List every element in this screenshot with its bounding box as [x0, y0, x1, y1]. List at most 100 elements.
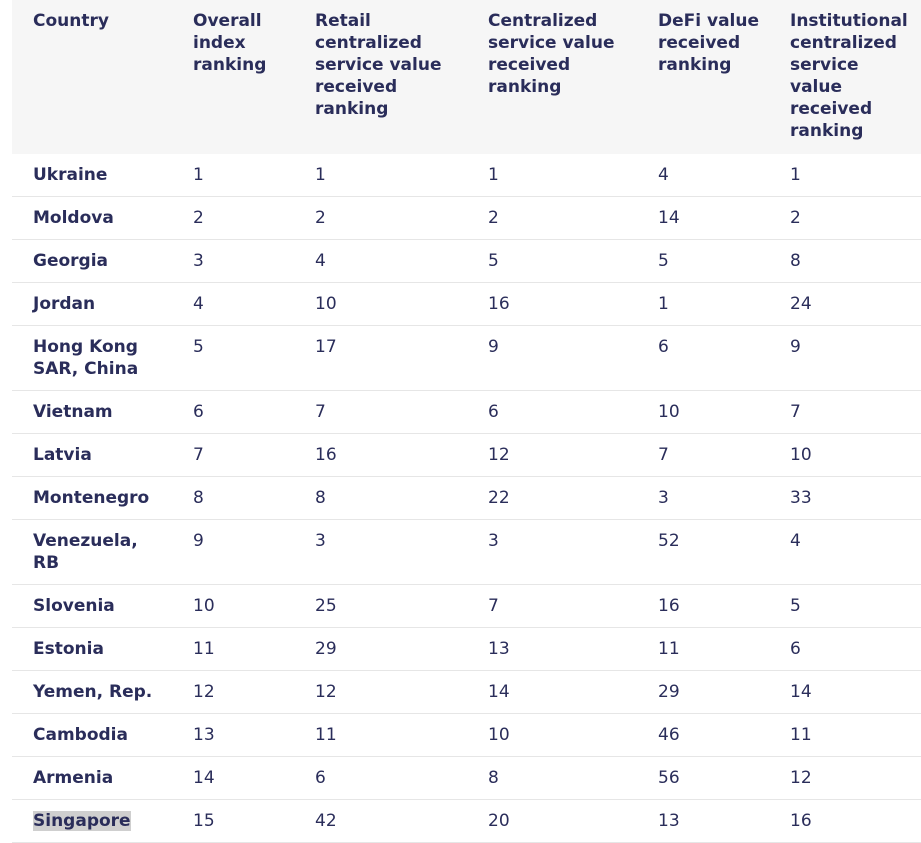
- rank-cell: 15: [172, 799, 294, 843]
- table-row: Hong Kong SAR, China 5 17 9 6 9: [12, 325, 921, 391]
- country-name: Hong Kong SAR, China: [33, 337, 139, 379]
- column-header: Centralized service value received ranki…: [467, 0, 637, 154]
- rank-cell: 4: [294, 239, 467, 283]
- rank-cell: 33: [769, 476, 921, 520]
- country-name: Jordan: [33, 294, 96, 314]
- country-name: Armenia: [33, 768, 114, 788]
- rank-cell: 2: [769, 196, 921, 240]
- rank-cell: 5: [769, 584, 921, 628]
- country-name: Estonia: [33, 639, 104, 659]
- country-cell: Cambodia: [12, 713, 172, 757]
- rank-cell: 7: [294, 390, 467, 434]
- table-row: Slovenia 10 25 7 16 5: [12, 584, 921, 628]
- rank-cell: 16: [467, 282, 637, 326]
- country-cell: Singapore: [12, 799, 172, 843]
- rank-cell: 10: [769, 433, 921, 477]
- rank-cell: 1: [769, 154, 921, 197]
- table-row: Jordan 4 10 16 1 24: [12, 282, 921, 326]
- rank-cell: 2: [294, 196, 467, 240]
- rank-cell: 56: [637, 756, 769, 800]
- rank-cell: 14: [769, 670, 921, 714]
- rank-cell: 2: [172, 196, 294, 240]
- rank-cell: 1: [467, 154, 637, 197]
- country-name: Vietnam: [33, 402, 113, 422]
- country-cell: Armenia: [12, 756, 172, 800]
- country-name: Ukraine: [33, 165, 108, 185]
- rank-cell: 10: [467, 713, 637, 757]
- rank-cell: 8: [467, 756, 637, 800]
- rank-cell: 9: [769, 325, 921, 391]
- rank-cell: 24: [769, 282, 921, 326]
- country-name: Slovenia: [33, 596, 115, 616]
- rank-cell: 14: [637, 196, 769, 240]
- rank-cell: 29: [637, 670, 769, 714]
- country-cell: Montenegro: [12, 476, 172, 520]
- rank-cell: 29: [294, 627, 467, 671]
- ranking-table: Country Overall index ranking Retail centr…: [12, 0, 921, 843]
- rank-cell: 16: [637, 584, 769, 628]
- table-header: Country Overall index ranking Retail centr…: [12, 0, 921, 154]
- rank-cell: 14: [172, 756, 294, 800]
- rank-cell: 12: [769, 756, 921, 800]
- country-cell: Moldova: [12, 196, 172, 240]
- rank-cell: 3: [172, 239, 294, 283]
- table-row: Venezuela, RB 9 3 3 52 4: [12, 519, 921, 585]
- rank-cell: 6: [294, 756, 467, 800]
- rank-cell: 4: [637, 154, 769, 197]
- rank-cell: 8: [294, 476, 467, 520]
- table-row: Latvia 7 16 12 7 10: [12, 433, 921, 477]
- country-name: Montenegro: [33, 488, 150, 508]
- rank-cell: 3: [637, 476, 769, 520]
- rank-cell: 9: [467, 325, 637, 391]
- table-row: Singapore 15 42 20 13 16: [12, 799, 921, 843]
- rank-cell: 12: [467, 433, 637, 477]
- rank-cell: 4: [172, 282, 294, 326]
- column-header: Overall index ranking: [172, 0, 294, 154]
- rank-cell: 11: [172, 627, 294, 671]
- country-name: Moldova: [33, 208, 114, 228]
- rank-cell: 7: [637, 433, 769, 477]
- rank-cell: 13: [467, 627, 637, 671]
- rank-cell: 20: [467, 799, 637, 843]
- rank-cell: 4: [769, 519, 921, 585]
- rank-cell: 12: [294, 670, 467, 714]
- rank-cell: 7: [769, 390, 921, 434]
- rank-cell: 42: [294, 799, 467, 843]
- rank-cell: 3: [294, 519, 467, 585]
- rank-cell: 16: [769, 799, 921, 843]
- rank-cell: 17: [294, 325, 467, 391]
- rank-cell: 13: [172, 713, 294, 757]
- rank-cell: 52: [637, 519, 769, 585]
- rank-cell: 5: [172, 325, 294, 391]
- table-row: Yemen, Rep. 12 12 14 29 14: [12, 670, 921, 714]
- rank-cell: 10: [294, 282, 467, 326]
- country-cell: Jordan: [12, 282, 172, 326]
- column-header: DeFi value received ranking: [637, 0, 769, 154]
- table-row: Ukraine 1 1 1 4 1: [12, 154, 921, 197]
- rank-cell: 1: [172, 154, 294, 197]
- country-cell: Georgia: [12, 239, 172, 283]
- rank-cell: 5: [467, 239, 637, 283]
- column-header: Country: [12, 0, 172, 154]
- rank-cell: 25: [294, 584, 467, 628]
- rank-cell: 46: [637, 713, 769, 757]
- table-row: Cambodia 13 11 10 46 11: [12, 713, 921, 757]
- table-row: Vietnam 6 7 6 10 7: [12, 390, 921, 434]
- rank-cell: 11: [294, 713, 467, 757]
- page: Country Overall index ranking Retail centr…: [12, 11, 921, 843]
- rank-cell: 7: [172, 433, 294, 477]
- rank-cell: 6: [467, 390, 637, 434]
- rank-cell: 11: [637, 627, 769, 671]
- country-name: Cambodia: [33, 725, 128, 745]
- country-cell: Vietnam: [12, 390, 172, 434]
- country-name: Georgia: [33, 251, 109, 271]
- rank-cell: 16: [294, 433, 467, 477]
- table-row: Armenia 14 6 8 56 12: [12, 756, 921, 800]
- rank-cell: 10: [637, 390, 769, 434]
- rank-cell: 12: [172, 670, 294, 714]
- table-row: Georgia 3 4 5 5 8: [12, 239, 921, 283]
- column-header: Retail centralized service value receive…: [294, 0, 467, 154]
- table-row: Montenegro 8 8 22 3 33: [12, 476, 921, 520]
- rank-cell: 6: [637, 325, 769, 391]
- rank-cell: 13: [637, 799, 769, 843]
